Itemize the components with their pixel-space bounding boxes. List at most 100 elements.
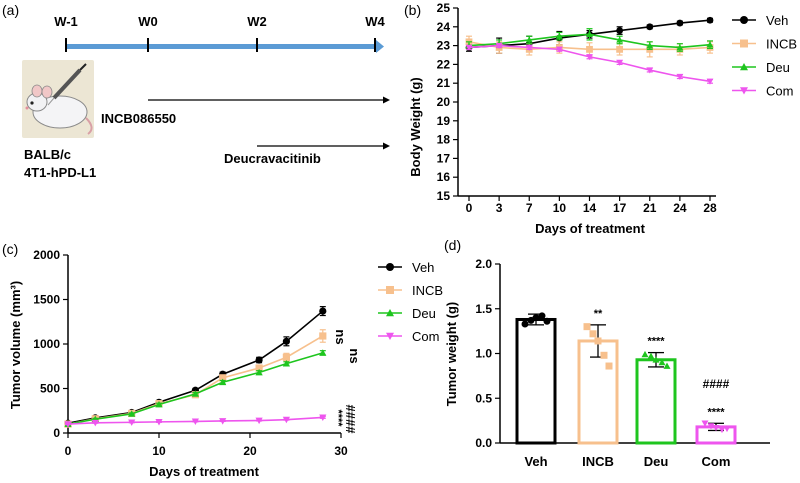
data-point [319, 414, 327, 422]
data-point [319, 307, 327, 315]
y-tick-label: 19 [437, 114, 451, 128]
legend-marker [386, 309, 394, 317]
data-point [616, 27, 624, 34]
y-axis-label: Tumor weight (g) [444, 302, 459, 406]
y-tick-label: 23 [437, 39, 451, 53]
data-point [723, 425, 731, 433]
data-point [652, 356, 660, 363]
panel-label-d: (d) [444, 237, 461, 253]
data-point [583, 323, 591, 331]
legend-marker [740, 16, 748, 24]
data-point [219, 418, 227, 425]
legend-label: INCB [766, 37, 797, 52]
x-tick-label: 14 [583, 201, 597, 215]
data-point [701, 420, 709, 427]
data-point [525, 36, 533, 43]
data-point [586, 30, 593, 38]
data-point [155, 418, 163, 426]
tumor-weight-chart: Tumor weight (g) #### 0.0 0.5 1.0 1.5 2.0 Veh… [444, 257, 770, 469]
data-point [543, 317, 551, 325]
data-point [586, 45, 593, 53]
timeline-label: W4 [365, 14, 385, 29]
significance-annotation: ** [594, 308, 603, 320]
drug2-label: Deucravacitinib [224, 151, 321, 166]
y-tick-label: 0 [53, 426, 60, 440]
data-point [255, 356, 263, 364]
x-tick-label: 21 [643, 201, 657, 215]
series-line-incb [67, 335, 324, 425]
data-point [495, 42, 503, 49]
data-point [646, 42, 654, 49]
x-tick-label: 7 [526, 201, 533, 215]
legend-label: Deu [412, 306, 436, 321]
significance-annotation: **** [332, 409, 344, 427]
data-point [616, 59, 624, 66]
timeline-label: W-1 [54, 14, 78, 29]
x-tick-label: 30 [334, 444, 348, 458]
data-point [128, 419, 136, 426]
mouse-with-syringe-icon [22, 60, 94, 138]
data-point [676, 19, 684, 27]
x-tick-label: Com [702, 454, 731, 469]
tumor-model-label: 4T1-hPD-L1 [24, 165, 96, 180]
y-axis-label: Body Weight (g) [408, 77, 423, 176]
data-point [646, 23, 654, 31]
x-tick-label: 28 [703, 201, 717, 215]
data-point [282, 416, 290, 424]
data-point [282, 353, 290, 361]
y-tick-label: 1500 [33, 293, 60, 307]
x-axis-label: Days of treatment [535, 221, 645, 236]
data-point [319, 349, 327, 356]
data-point [521, 320, 529, 328]
drug1-arrowhead [383, 96, 390, 104]
y-tick-label: 1.0 [475, 347, 492, 361]
data-point [255, 417, 263, 425]
y-tick-label: 15 [437, 189, 451, 203]
panel-a: W-1 W0 W2 W4 BALB/c 4T1-hPD-L1 INCB08655… [22, 14, 390, 180]
legend-label: Veh [412, 260, 434, 275]
data-point [155, 400, 163, 408]
data-point [219, 378, 227, 386]
data-point [282, 359, 290, 367]
legend-marker [740, 39, 748, 48]
y-tick-label: 24 [437, 20, 451, 34]
data-point [616, 45, 624, 53]
x-tick-label: Deu [644, 454, 669, 469]
y-tick-label: 22 [437, 57, 451, 71]
significance-annotation: **** [647, 336, 665, 348]
timeline-arrowhead [376, 40, 384, 53]
data-point [646, 67, 654, 74]
data-point [282, 337, 290, 345]
data-point [647, 352, 655, 359]
y-tick-label: 1.5 [475, 302, 492, 316]
x-tick-label: 3 [496, 201, 503, 215]
data-point [605, 362, 613, 370]
x-axis-label: Days of treatment [149, 464, 259, 479]
data-point [616, 36, 624, 43]
timeline-label: W2 [247, 14, 267, 29]
data-point [706, 41, 714, 48]
y-tick-label: 17 [437, 151, 451, 165]
y-tick-label: 18 [437, 133, 451, 147]
data-point [538, 312, 546, 320]
tumor-volume-chart: Tumor volume (mm³) Days of treatment ns … [8, 248, 443, 479]
data-point [663, 362, 671, 369]
x-tick-label: 0 [65, 444, 72, 458]
data-point [91, 419, 99, 427]
legend-marker [386, 286, 394, 294]
data-point [64, 421, 72, 428]
y-tick-label: 500 [40, 382, 60, 396]
x-tick-label: 10 [553, 201, 567, 215]
data-point [641, 350, 649, 358]
data-point [600, 351, 608, 359]
data-point [706, 16, 714, 24]
y-tick-label: 0.5 [475, 391, 492, 405]
y-tick-label: 21 [437, 76, 451, 90]
data-point [718, 426, 726, 434]
data-point [191, 390, 199, 397]
data-point [255, 368, 263, 376]
timeline-label: W0 [138, 14, 158, 29]
x-tick-label: 24 [673, 201, 687, 215]
y-tick-label: 2.0 [475, 257, 492, 271]
